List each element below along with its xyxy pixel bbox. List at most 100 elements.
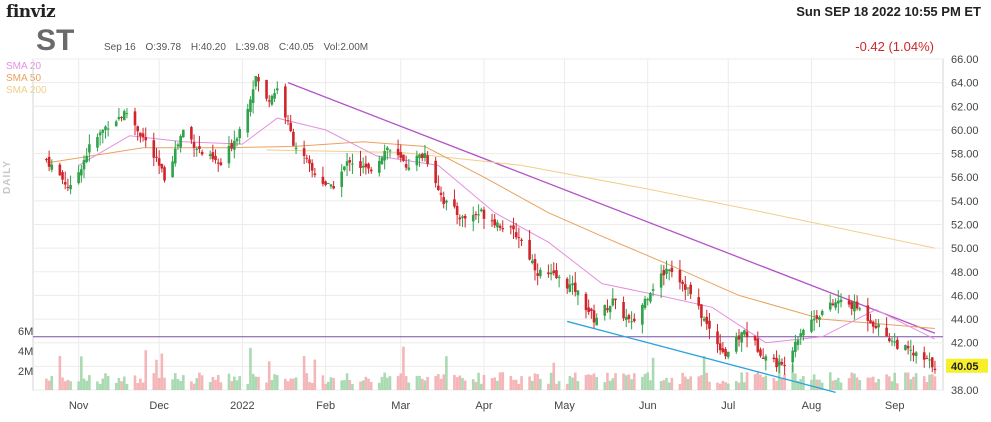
candle-body [155, 156, 158, 158]
candle-body [820, 310, 824, 315]
candle-body [66, 186, 70, 188]
candle-body [740, 332, 743, 343]
candle-body [718, 343, 722, 351]
finviz-logo[interactable]: finviz [6, 2, 56, 22]
volume-bar [437, 374, 440, 390]
volume-bar [195, 378, 199, 390]
candle-body [904, 345, 907, 351]
candle-body [828, 302, 832, 310]
candle-body [163, 167, 166, 181]
volume-bar [697, 376, 701, 390]
volume-bar [308, 381, 311, 390]
volume-bar [104, 373, 107, 390]
volume-bar [689, 376, 692, 390]
candle-body [533, 259, 537, 271]
candle-body [571, 283, 574, 286]
volume-bar [517, 383, 521, 390]
candle-body [479, 209, 483, 212]
volume-bar [705, 372, 709, 390]
candle-body [402, 154, 405, 161]
volume-bar [514, 379, 518, 390]
volume-bar [386, 377, 389, 390]
candle-body [423, 153, 427, 158]
candle-body [257, 76, 260, 82]
candle-body [726, 351, 730, 358]
candle-body [539, 269, 542, 277]
sma20-line [78, 117, 936, 344]
candle-body [329, 184, 333, 187]
candle-body [69, 185, 72, 190]
candle-body [753, 335, 757, 341]
volume-bar [383, 372, 386, 390]
x-tick-label: 2022 [230, 400, 254, 412]
candle-body [77, 172, 80, 184]
volume-bar [265, 382, 268, 390]
candle-body [88, 144, 91, 153]
volume-bar [179, 380, 182, 390]
candle-body [547, 272, 550, 275]
candle-body [716, 331, 719, 345]
candle-body [345, 161, 349, 166]
candle-body [614, 298, 617, 301]
candle-body [270, 95, 274, 105]
volume-bar [501, 372, 505, 390]
candle-body [584, 293, 588, 311]
moving-averages [46, 117, 936, 344]
volume-bar [745, 372, 749, 390]
candle-body [681, 281, 684, 284]
candle-body [104, 126, 107, 131]
close-value: C:40.05 [278, 42, 314, 53]
volume-bar [796, 380, 800, 390]
volume-bar [890, 381, 894, 390]
candle-body [896, 339, 899, 349]
candle-body [305, 157, 309, 159]
volume-bar [509, 375, 513, 390]
candle-body [251, 89, 255, 103]
volume-bar [227, 373, 231, 390]
candle-body [641, 304, 644, 325]
volume-bar [407, 382, 411, 390]
candle-body [490, 220, 494, 222]
volume-bar [47, 380, 51, 390]
candle-body [364, 163, 368, 168]
volume-bar [547, 383, 550, 390]
candle-body [493, 219, 497, 226]
y-tick-label: 54.00 [951, 196, 979, 208]
candle-body [361, 165, 365, 168]
volume-bar [493, 377, 497, 390]
candle-body [294, 147, 298, 150]
candle-body [98, 132, 102, 136]
candle-body [912, 352, 915, 356]
candle-body [63, 182, 67, 185]
volume-tick-label: 4M [18, 346, 33, 358]
candle-body [858, 308, 862, 310]
volume-bar [402, 346, 405, 390]
candle-body [216, 162, 220, 164]
volume-bar [777, 359, 781, 390]
candle-body [214, 155, 217, 161]
candle-body [292, 131, 295, 146]
candle-body [643, 298, 647, 308]
trend-lines [33, 82, 943, 393]
volume-bar [928, 374, 931, 390]
candle-body [649, 293, 652, 302]
volume-bar [606, 372, 609, 390]
ohlc-summary: Sep 16 O:39.78 H:40.20 L:39.08 C:40.05 V… [104, 42, 375, 53]
volume-bar [329, 377, 333, 390]
candle-body [909, 349, 913, 351]
volume-bar [670, 377, 674, 390]
candle-body [684, 284, 687, 290]
candle-body [603, 305, 607, 316]
candle-body [326, 183, 330, 185]
y-tick-label: 46.00 [951, 290, 979, 302]
candle-body [928, 359, 931, 361]
volume-bar [871, 376, 875, 390]
volume-bar [249, 347, 252, 390]
candle-body [850, 301, 854, 309]
volume-bar [530, 380, 534, 390]
volume-bar [442, 374, 446, 390]
candle-body [812, 318, 816, 321]
candle-body [176, 144, 180, 147]
volume-bar [595, 377, 599, 390]
